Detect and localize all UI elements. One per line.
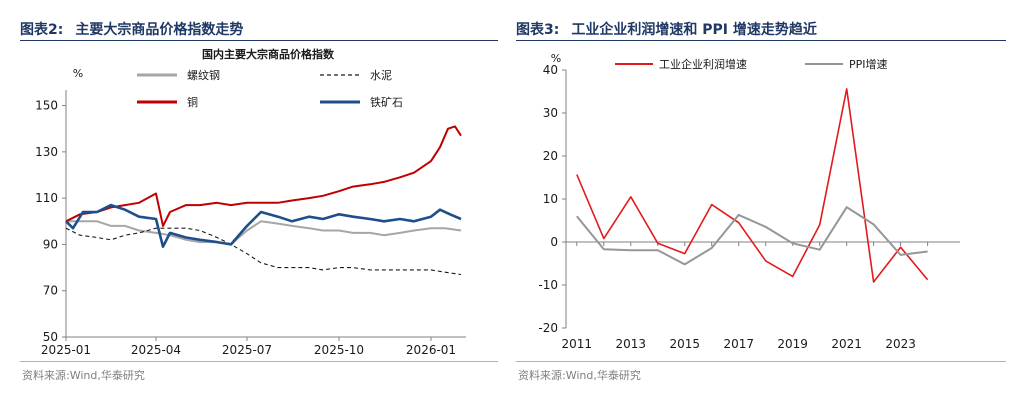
right-x-tick-label: 2017 bbox=[723, 337, 754, 351]
left-y-tick-label: 150 bbox=[35, 99, 58, 113]
left-series-line-2 bbox=[65, 227, 462, 276]
left-y-tick-label: 90 bbox=[43, 237, 58, 251]
right-y-tick-label: 10 bbox=[543, 192, 558, 206]
right-y-tick-label: -20 bbox=[538, 321, 558, 335]
left-panel-title: 图表2: 主要大宗商品价格指数走势 bbox=[20, 19, 243, 39]
left-x-tick-label: 2026-01 bbox=[406, 343, 456, 357]
left-series-line-1 bbox=[66, 220, 462, 246]
left-series-line-3 bbox=[65, 125, 462, 227]
left-chart-title: 国内主要大宗商品价格指数 bbox=[202, 47, 335, 61]
left-bottom-rule bbox=[20, 361, 498, 362]
left-panel-title-text: 主要大宗商品价格指数走势 bbox=[75, 22, 244, 38]
right-y-tick-label: 40 bbox=[543, 63, 558, 77]
right-legend-label-2: PPI增速 bbox=[849, 57, 888, 71]
right-y-tick-label: 20 bbox=[543, 149, 558, 163]
right-x-tick-label: 2011 bbox=[562, 337, 593, 351]
left-y-tick-label: 110 bbox=[35, 191, 58, 205]
right-panel-title: 图表3: 工业企业利润增速和 PPI 增速走势趋近 bbox=[516, 19, 817, 39]
right-source-note: 资料来源:Wind,华泰研究 bbox=[518, 369, 641, 382]
left-source-note: 资料来源:Wind,华泰研究 bbox=[22, 369, 145, 382]
right-title-rule bbox=[516, 40, 1006, 41]
right-x-tick-label: 2023 bbox=[885, 337, 916, 351]
left-x-tick-label: 2025-01 bbox=[41, 343, 91, 357]
left-panel-number: 图表2: bbox=[20, 22, 64, 38]
right-x-tick-label: 2019 bbox=[777, 337, 808, 351]
right-y-tick-label: 0 bbox=[550, 235, 558, 249]
right-y-tick-label: -10 bbox=[538, 278, 558, 292]
left-legend-label-4: 铁矿石 bbox=[370, 96, 403, 109]
left-chart: 国内主要大宗商品价格指数% 50 70 90 110 130 150 2025-01 2025-… bbox=[35, 47, 466, 357]
left-y-tick-label: 70 bbox=[43, 284, 58, 298]
right-panel-title-text: 工业企业利润增速和 PPI 增速走势趋近 bbox=[571, 22, 817, 38]
left-title-rule bbox=[20, 40, 498, 41]
right-legend-label-1: 工业企业利润增速 bbox=[659, 57, 747, 71]
left-legend-label-2: 水泥 bbox=[370, 69, 392, 82]
left-y-tick-label: 50 bbox=[43, 330, 58, 344]
right-series-line-2 bbox=[576, 206, 928, 266]
left-x-tick-label: 2025-07 bbox=[222, 343, 272, 357]
right-series-line-1 bbox=[576, 88, 929, 283]
left-legend-label-1: 螺纹钢 bbox=[187, 68, 220, 82]
left-legend-label-3: 铜 bbox=[187, 95, 198, 109]
right-y-tick-label: 30 bbox=[543, 106, 558, 120]
right-x-tick-label: 2015 bbox=[669, 337, 700, 351]
right-bottom-rule bbox=[516, 361, 1006, 362]
left-x-tick-label: 2025-10 bbox=[314, 343, 364, 357]
left-x-tick-label: 2025-04 bbox=[131, 343, 181, 357]
left-y-unit: % bbox=[73, 67, 83, 80]
right-x-tick-label: 2021 bbox=[831, 337, 862, 351]
right-panel-number: 图表3: bbox=[516, 22, 560, 38]
right-chart: % -20 -10 0 10 20 30 40 2011 2013 2015 2017 2019 2021… bbox=[538, 52, 960, 351]
left-series-line-4 bbox=[65, 203, 462, 248]
right-y-unit: % bbox=[551, 52, 561, 65]
right-x-tick-label: 2013 bbox=[615, 337, 646, 351]
left-y-tick-label: 130 bbox=[35, 145, 58, 159]
